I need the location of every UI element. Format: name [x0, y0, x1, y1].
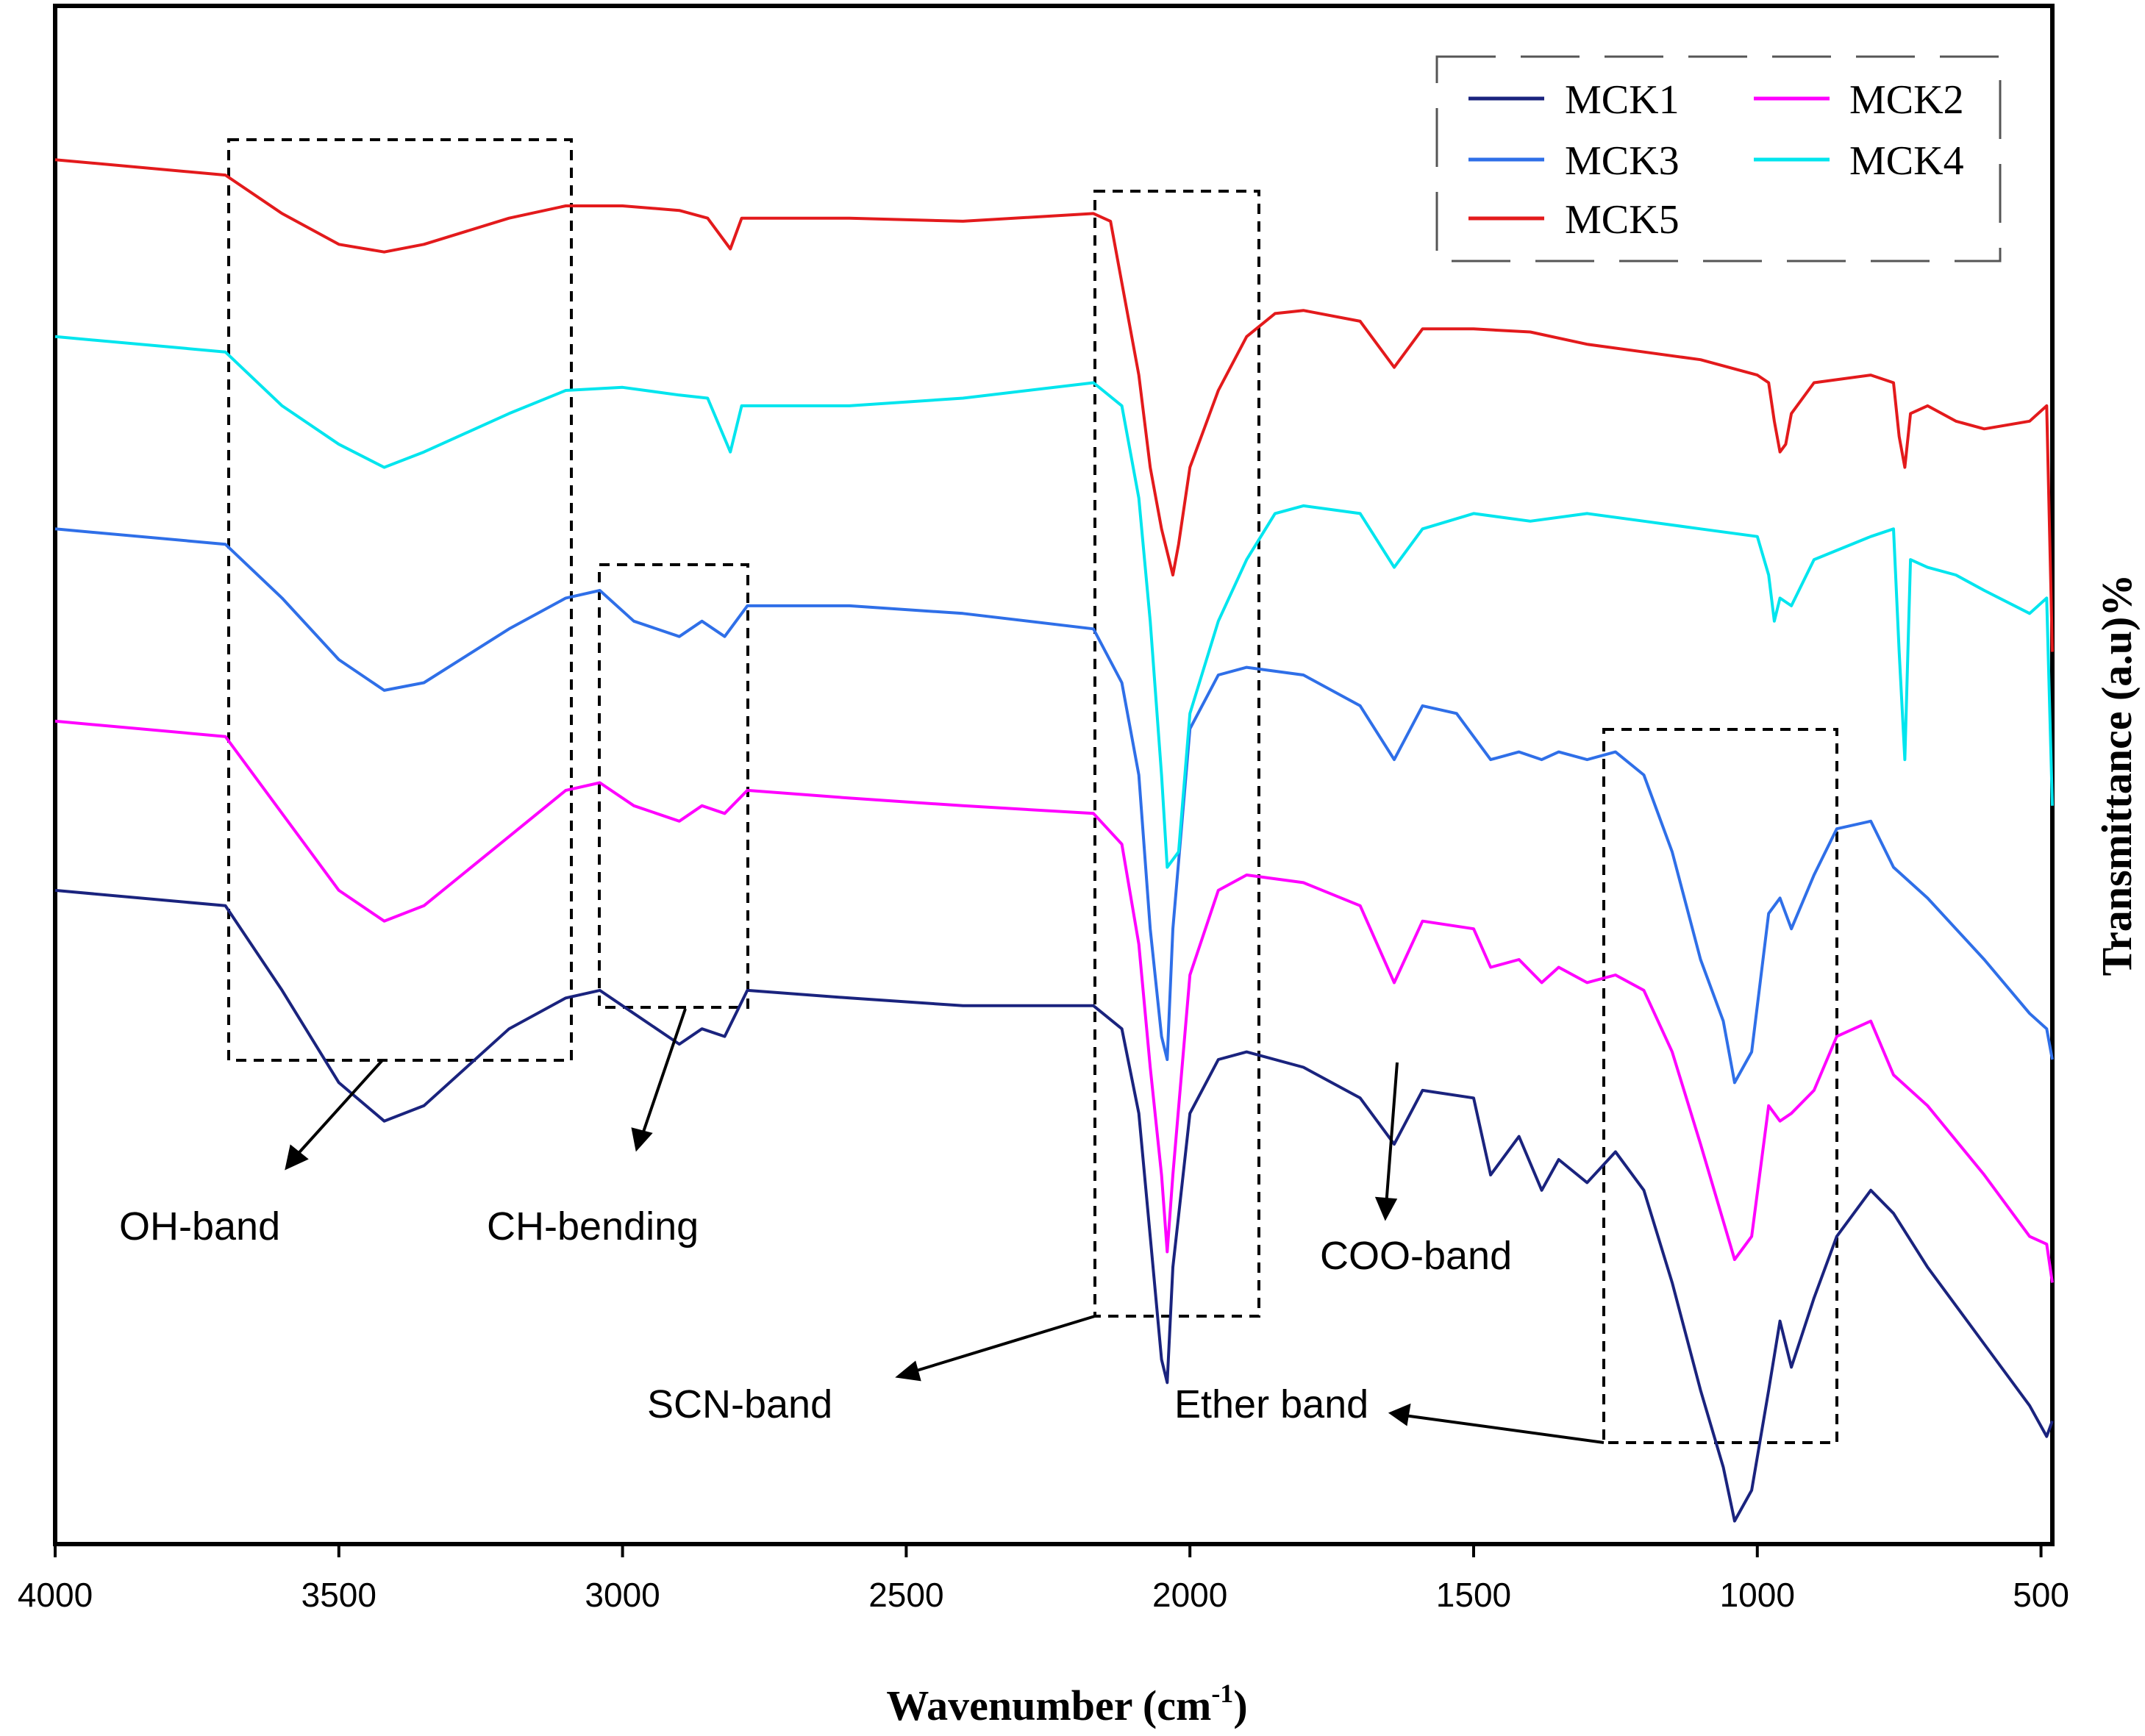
scn-band-arrowhead: [895, 1360, 921, 1382]
series-line-mck5: [54, 158, 2054, 652]
x-tick-label: 500: [2013, 1576, 2069, 1614]
coo-band-arrowhead: [1374, 1196, 1398, 1221]
x-tick-label: 3000: [585, 1576, 660, 1614]
series-line-mck1: [54, 888, 2054, 1523]
x-tick-label: 4000: [18, 1576, 93, 1614]
ether-band-arrow: [1404, 1414, 1605, 1444]
scn-band-arrow: [911, 1315, 1096, 1374]
oh-band-label: OH-band: [119, 1204, 280, 1249]
x-axis-title-main: Wavenumber (cm: [886, 1682, 1211, 1729]
series-line-mck2: [54, 719, 2054, 1283]
legend-label-mck2: MCK2: [1849, 77, 1964, 123]
legend-label-mck3: MCK3: [1565, 138, 1680, 184]
legend-label-mck1: MCK1: [1565, 77, 1680, 123]
ether-band-arrowhead: [1388, 1403, 1411, 1426]
ch-bending-arrowhead: [631, 1127, 653, 1152]
coo-band-arrow: [1385, 1062, 1399, 1207]
legend: MCK1 MCK2 MCK3 MCK4 MCK5: [1435, 55, 2002, 262]
oh-band-box: [227, 138, 573, 1062]
ether-band-box: [1602, 728, 1838, 1444]
x-axis-title-close: ): [1233, 1682, 1247, 1729]
oh-band-arrowhead: [285, 1144, 309, 1171]
x-axis-title-sup: -1: [1211, 1679, 1233, 1708]
scn-band-label: SCN-band: [647, 1382, 832, 1426]
x-tick-label: 1500: [1436, 1576, 1511, 1614]
legend-label-mck5: MCK5: [1565, 197, 1680, 243]
x-tick-label: 1000: [1720, 1576, 1795, 1614]
scn-band-box: [1093, 190, 1260, 1318]
y-axis-title: Transmittance (a.u)%: [2093, 574, 2141, 976]
oh-band-arrow: [293, 1059, 384, 1160]
series-line-mck4: [54, 335, 2054, 869]
ch-bending-arrow: [640, 1008, 687, 1139]
ether-band-label: Ether band: [1174, 1382, 1368, 1426]
ch-bending-label: CH-bending: [487, 1204, 699, 1249]
x-tick-label: 3500: [301, 1576, 376, 1614]
x-axis-ticks: 4000 3500 3000 2500 2000 1500 1000 500: [18, 1544, 2069, 1614]
x-axis-title: Wavenumber (cm-1): [886, 1679, 1247, 1729]
coo-band-label: COO-band: [1320, 1234, 1512, 1278]
legend-label-mck4: MCK4: [1849, 138, 1964, 184]
series-group: [54, 158, 2054, 1523]
series-line-mck3: [54, 527, 2054, 1085]
x-tick-label: 2000: [1152, 1576, 1227, 1614]
ch-bending-box: [598, 563, 749, 1009]
x-tick-label: 2500: [868, 1576, 943, 1614]
